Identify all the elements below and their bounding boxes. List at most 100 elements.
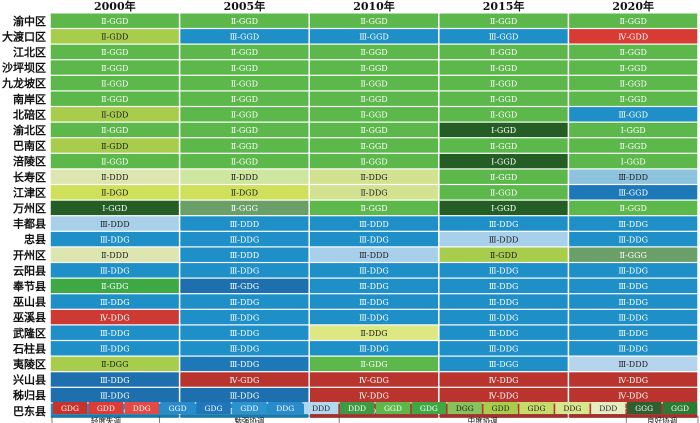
heatmap-cell <box>50 278 179 294</box>
heatmap-cell <box>50 185 179 200</box>
cell-label: Ⅱ-GGG <box>620 251 647 260</box>
cell-label: Ⅱ-GGD <box>101 79 128 88</box>
region-label: 丰都县 <box>13 217 46 231</box>
region-label: 南岸区 <box>13 92 46 106</box>
cell-label: Ⅲ-DDG <box>230 298 260 307</box>
cell-label: Ⅲ-DDG <box>489 298 519 307</box>
heatmap-cell <box>50 341 179 356</box>
cell-label: Ⅱ-GGD <box>620 142 647 151</box>
cell-label: Ⅲ-DDG <box>489 329 519 338</box>
heatmap-cell <box>180 247 309 262</box>
cell-label: Ⅲ-DDG <box>359 267 389 276</box>
legend-swatch <box>662 402 698 414</box>
cell-label: Ⅲ-DDG <box>359 313 389 322</box>
cell-label: Ⅲ-DDG <box>489 313 519 322</box>
cell-label: Ⅱ-DDG <box>360 173 387 182</box>
heatmap-cell <box>569 325 698 340</box>
year-header: 2000年 <box>94 0 136 13</box>
year-header: 2015年 <box>483 0 525 13</box>
region-label: 涪陵区 <box>13 154 46 168</box>
heatmap-cell <box>439 185 568 200</box>
cell-label: Ⅲ-DDG <box>100 345 130 354</box>
year-header: 2020年 <box>612 0 654 13</box>
cell-label: Ⅱ-GGD <box>490 64 517 73</box>
region-label: 武隆区 <box>13 326 46 340</box>
heatmap-cell <box>439 325 568 340</box>
cell-label: Ⅱ-GGD <box>101 17 128 26</box>
heatmap-cell <box>180 44 309 60</box>
heatmap-cell <box>309 44 439 60</box>
heatmap-cell <box>309 185 439 200</box>
cell-label: Ⅱ-GGD <box>490 173 517 182</box>
legend-item-label: GDG <box>420 404 438 413</box>
legend-swatch <box>447 402 482 414</box>
heatmap-cell <box>180 91 309 106</box>
region-label: 忠县 <box>24 232 46 246</box>
region-label: 万州区 <box>12 202 46 215</box>
cell-label: Ⅲ-DDG <box>230 345 260 354</box>
heatmap-cell <box>50 153 179 169</box>
heatmap-cell <box>180 153 309 169</box>
region-label: 北碚区 <box>13 107 46 121</box>
heatmap-cell <box>439 29 568 44</box>
heatmap-cell <box>569 122 698 138</box>
heatmap-cell <box>309 153 439 169</box>
heatmap-cell <box>569 200 698 216</box>
heatmap-cell <box>309 309 439 325</box>
heatmap-cell <box>50 356 179 372</box>
heatmap-cell <box>180 169 309 184</box>
heatmap-cell <box>439 263 568 278</box>
heatmap-cell <box>50 75 179 91</box>
cell-label: Ⅲ-DDG <box>359 345 389 354</box>
legend-swatch <box>375 402 411 414</box>
legend-item-label: GDD <box>240 404 258 413</box>
heatmap-cell <box>439 387 568 403</box>
heatmap-cell <box>569 216 698 231</box>
legend-item-label: DDG <box>563 404 581 413</box>
heatmap-cell <box>50 60 179 75</box>
heatmap-cell <box>439 372 568 387</box>
cell-label: Ⅰ-GGD <box>491 204 516 213</box>
heatmap-cell <box>439 200 568 216</box>
cell-label: Ⅱ-DDD <box>101 251 128 260</box>
heatmap-cell <box>569 138 698 153</box>
cell-label: Ⅲ-DDG <box>618 313 648 322</box>
heatmap-cell <box>439 153 568 169</box>
cell-label: Ⅲ-GGD <box>489 33 519 42</box>
cell-label: Ⅲ-DDG <box>100 235 130 244</box>
cell-label: Ⅳ-DDG <box>359 391 389 400</box>
cell-label: Ⅲ-DDG <box>359 298 389 307</box>
cell-label: Ⅲ-DDD <box>489 235 519 244</box>
cell-label: Ⅰ-GGD <box>621 126 646 135</box>
heatmap-cell <box>439 138 568 153</box>
heatmap-cell <box>439 309 568 325</box>
year-header: 2010年 <box>353 0 395 13</box>
cell-label: Ⅱ-GGD <box>620 204 647 213</box>
cell-label: Ⅲ-DDG <box>359 235 389 244</box>
cell-label: Ⅱ-GGD <box>360 64 387 73</box>
cell-label: Ⅲ-DGG <box>489 360 519 369</box>
heatmap-cell <box>180 231 309 247</box>
heatmap-cell <box>569 169 698 184</box>
cell-label: Ⅱ-GGD <box>231 79 258 88</box>
heatmap-cell <box>180 356 309 372</box>
region-label: 奉节县 <box>12 279 46 293</box>
heatmap-cell <box>309 29 439 44</box>
legend-item-label: DDG <box>133 404 151 413</box>
cell-label: Ⅲ-DDG <box>230 360 260 369</box>
cell-label: Ⅲ-DDG <box>618 267 648 276</box>
cell-label: Ⅱ-DDD <box>101 173 128 182</box>
heatmap-cell <box>50 231 179 247</box>
heatmap-cell <box>180 263 309 278</box>
heatmap-cell <box>569 107 698 122</box>
heatmap-cell <box>50 122 179 138</box>
cell-label: Ⅱ-GGD <box>231 64 258 73</box>
cell-label: Ⅲ-DDG <box>618 282 648 291</box>
cell-label: Ⅲ-DDG <box>618 345 648 354</box>
cell-label: Ⅲ-DDG <box>618 329 648 338</box>
heatmap-cell <box>50 138 179 153</box>
legend-group-label: 中度协调 <box>468 416 498 423</box>
cell-label: Ⅱ-DGG <box>101 360 128 369</box>
legend-swatch <box>627 402 662 414</box>
heatmap-cell <box>569 153 698 169</box>
